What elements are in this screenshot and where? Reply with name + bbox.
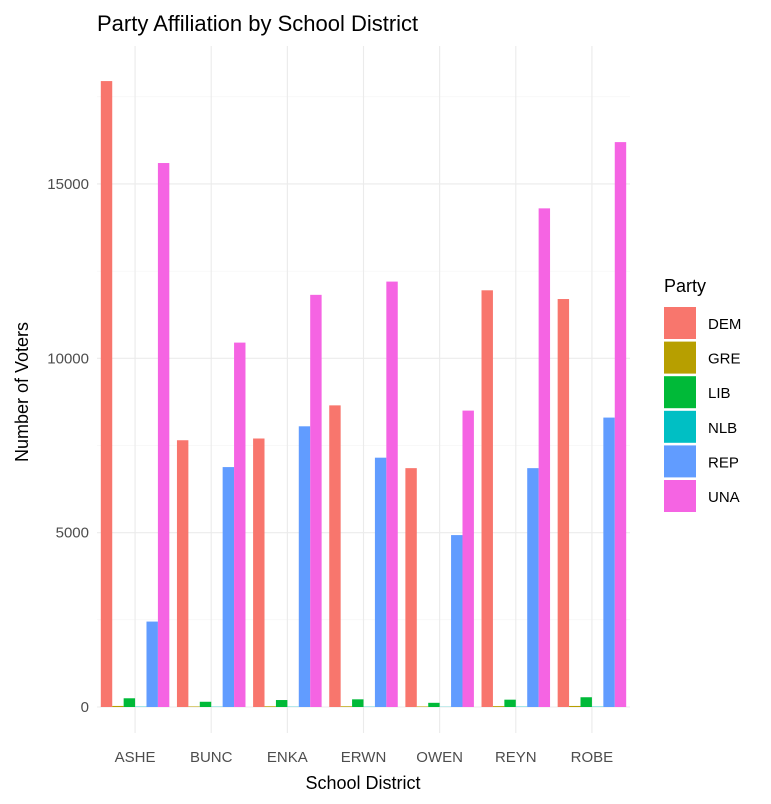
bar-rep-owen — [451, 535, 463, 707]
bar-dem-robe — [557, 299, 570, 707]
x-tick-label: OWEN — [416, 749, 463, 766]
legend-label-una: UNA — [708, 489, 740, 506]
bar-una-reyn — [538, 208, 551, 708]
bar-lib-erwn — [352, 699, 364, 707]
legend-key-rep — [664, 445, 696, 478]
bar-una-bunc — [234, 342, 246, 707]
bar-rep-reyn — [527, 468, 539, 707]
bar-una-enka — [310, 294, 322, 707]
bar-dem-enka — [253, 438, 265, 707]
bar-rep-ashe — [146, 621, 158, 707]
legend: Party DEM GRE LIB NLB REP UNA — [664, 276, 741, 512]
legend-label-lib: LIB — [708, 385, 731, 402]
bar-rep-bunc — [222, 467, 235, 707]
bar-gre-bunc — [188, 706, 200, 707]
x-axis-title: School District — [305, 773, 420, 793]
x-tick-label: ERWN — [341, 749, 387, 766]
bar-una-robe — [614, 142, 627, 708]
legend-key-una — [664, 480, 696, 512]
bars — [100, 81, 627, 708]
bar-lib-bunc — [199, 701, 212, 707]
x-tick-label: ENKA — [267, 749, 308, 766]
legend-key-lib — [664, 376, 696, 409]
bar-rep-robe — [603, 417, 615, 707]
bar-gre-owen — [416, 706, 429, 707]
bar-gre-enka — [264, 706, 276, 707]
y-tick-label: 10000 — [47, 350, 89, 367]
x-tick-label: BUNC — [190, 749, 233, 766]
bar-dem-bunc — [176, 440, 189, 707]
x-tick-label: REYN — [495, 749, 537, 766]
bar-lib-owen — [428, 702, 440, 707]
bar-lib-reyn — [504, 699, 516, 707]
bar-dem-reyn — [481, 290, 493, 707]
legend-label-gre: GRE — [708, 351, 741, 368]
x-tick-label: ASHE — [115, 749, 156, 766]
bar-lib-enka — [275, 700, 288, 707]
chart-title: Party Affiliation by School District — [97, 11, 418, 36]
legend-title: Party — [664, 276, 706, 296]
x-axis-ticks: ASHE BUNC ENKA ERWN OWEN REYN ROBE — [115, 749, 614, 766]
bar-lib-ashe — [123, 698, 136, 707]
legend-key-dem — [664, 307, 696, 339]
legend-key-nlb — [664, 410, 696, 443]
bar-gre-reyn — [492, 706, 505, 707]
bar-lib-robe — [580, 697, 592, 707]
y-tick-label: 15000 — [47, 176, 89, 193]
bar-gre-robe — [569, 705, 581, 707]
bar-rep-erwn — [374, 457, 387, 707]
x-tick-label: ROBE — [571, 749, 614, 766]
bar-gre-erwn — [340, 706, 353, 707]
y-tick-label: 5000 — [56, 525, 89, 542]
y-axis-ticks: 0 5000 10000 15000 — [47, 176, 89, 716]
bar-rep-enka — [298, 426, 311, 707]
y-axis-title: Number of Voters — [12, 322, 32, 462]
legend-key-gre — [664, 341, 696, 374]
bar-dem-owen — [405, 468, 417, 707]
bar-dem-ashe — [100, 81, 113, 707]
legend-label-nlb: NLB — [708, 420, 737, 437]
bar-una-ashe — [157, 163, 170, 707]
legend-label-dem: DEM — [708, 316, 741, 333]
legend-label-rep: REP — [708, 454, 739, 471]
bar-dem-erwn — [329, 405, 341, 707]
bar-una-erwn — [386, 281, 398, 707]
bar-una-owen — [462, 410, 474, 707]
bar-gre-ashe — [112, 705, 124, 707]
y-tick-label: 0 — [81, 699, 89, 716]
